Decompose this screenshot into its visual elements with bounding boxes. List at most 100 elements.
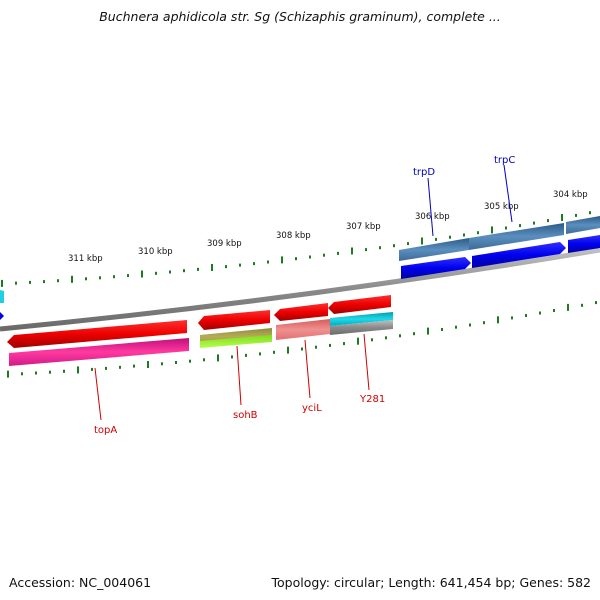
reverse-cog-slot: [9, 312, 393, 366]
minor-tick: [315, 345, 317, 349]
minor-tick: [581, 303, 583, 307]
minor-tick: [273, 350, 275, 354]
minor-tick: [35, 371, 37, 375]
tick-label-310: 310 kbp: [138, 247, 173, 257]
major-tick: [427, 327, 429, 335]
accession-label: Accession: NC_004061: [9, 575, 152, 590]
minor-tick: [393, 244, 395, 248]
minor-tick: [595, 301, 597, 305]
major-tick: [561, 214, 563, 221]
major-tick: [351, 247, 353, 255]
gene-labels[interactable]: topA sohB yciL Y281 trpD trpC: [94, 155, 515, 436]
minor-tick: [259, 352, 261, 356]
minor-tick: [63, 369, 65, 373]
major-tick: [287, 346, 289, 354]
gene-label-yciL: yciL: [302, 403, 322, 414]
minor-tick: [161, 362, 163, 366]
minor-tick: [99, 276, 101, 280]
minor-tick: [483, 321, 485, 325]
minor-tick: [267, 260, 269, 264]
minor-tick: [15, 281, 17, 285]
minor-tick: [399, 334, 401, 338]
major-tick: [497, 316, 499, 324]
major-tick: [211, 264, 213, 271]
minor-tick: [301, 347, 303, 351]
tick-label-304: 304 kbp: [553, 190, 588, 200]
minor-tick: [575, 213, 577, 217]
minor-tick: [505, 226, 507, 230]
minor-tick: [441, 328, 443, 331]
gene-label-Y281: Y281: [359, 394, 385, 405]
minor-tick: [365, 248, 367, 252]
minor-tick: [105, 366, 107, 370]
genome-summary: Topology: circular; Length: 641,454 bp; …: [271, 575, 592, 590]
minor-tick: [113, 275, 115, 279]
gene-label-topA: topA: [94, 425, 117, 436]
major-tick: [7, 370, 9, 378]
minor-tick: [295, 257, 297, 261]
minor-tick: [189, 359, 191, 363]
minor-tick: [91, 367, 93, 371]
minor-tick: [29, 280, 31, 284]
cds-sohB: [198, 310, 270, 330]
minor-tick: [49, 370, 51, 374]
minor-tick: [155, 271, 157, 275]
minor-tick: [309, 255, 311, 259]
tick-label-309: 309 kbp: [207, 239, 242, 249]
minor-tick: [469, 323, 471, 327]
major-tick: [147, 361, 149, 368]
major-tick: [357, 337, 359, 345]
tick-labels: 311 kbp 310 kbp 309 kbp 308 kbp 307 kbp …: [68, 190, 588, 264]
minor-tick: [407, 242, 409, 246]
cds-yciL: [274, 303, 328, 321]
reverse-cds-slot[interactable]: [7, 295, 391, 348]
genome-backbone: [0, 247, 600, 332]
minor-tick: [329, 343, 331, 347]
minor-tick: [175, 361, 177, 364]
minor-tick: [525, 314, 527, 317]
minor-tick: [203, 358, 205, 362]
minor-tick: [225, 265, 227, 269]
minor-tick: [253, 262, 255, 266]
minor-tick: [533, 221, 535, 225]
minor-tick: [21, 372, 23, 376]
major-tick: [141, 270, 143, 278]
minor-tick: [463, 233, 465, 237]
minor-tick: [85, 277, 87, 281]
gene-label-sohB: sohB: [233, 410, 258, 421]
forward-cds-slot[interactable]: [0, 235, 600, 320]
cds-Y281: [328, 295, 391, 314]
minor-tick: [127, 274, 129, 278]
tick-label-305: 305 kbp: [484, 202, 519, 212]
minor-tick: [133, 364, 135, 368]
major-tick: [567, 303, 569, 311]
cds-topA: [7, 320, 187, 348]
cds-forward-edge-cyan: [0, 290, 4, 303]
inner-tick-ring: [7, 301, 597, 378]
minor-tick: [323, 253, 325, 257]
minor-tick: [119, 365, 121, 369]
minor-tick: [343, 342, 345, 346]
tick-label-308: 308 kbp: [276, 231, 311, 241]
cds-forward-1: [401, 257, 471, 279]
minor-tick: [435, 237, 437, 241]
major-tick: [71, 275, 73, 283]
major-tick: [77, 366, 79, 374]
gene-label-trpC: trpC: [494, 155, 515, 166]
minor-tick: [511, 316, 513, 320]
cds-forward-edge-blue: [0, 312, 4, 320]
minor-tick: [197, 267, 199, 271]
tick-label-307: 307 kbp: [346, 222, 381, 232]
tick-label-306: 306 kbp: [415, 212, 450, 222]
minor-tick: [553, 309, 555, 312]
minor-tick: [43, 280, 45, 284]
minor-tick: [245, 353, 247, 357]
minor-tick: [379, 246, 381, 250]
minor-tick: [169, 270, 171, 274]
minor-tick: [183, 269, 185, 273]
minor-tick: [519, 224, 521, 228]
minor-tick: [239, 263, 241, 267]
forward-cog-slot: [399, 216, 600, 261]
gene-label-trpD: trpD: [413, 167, 435, 178]
